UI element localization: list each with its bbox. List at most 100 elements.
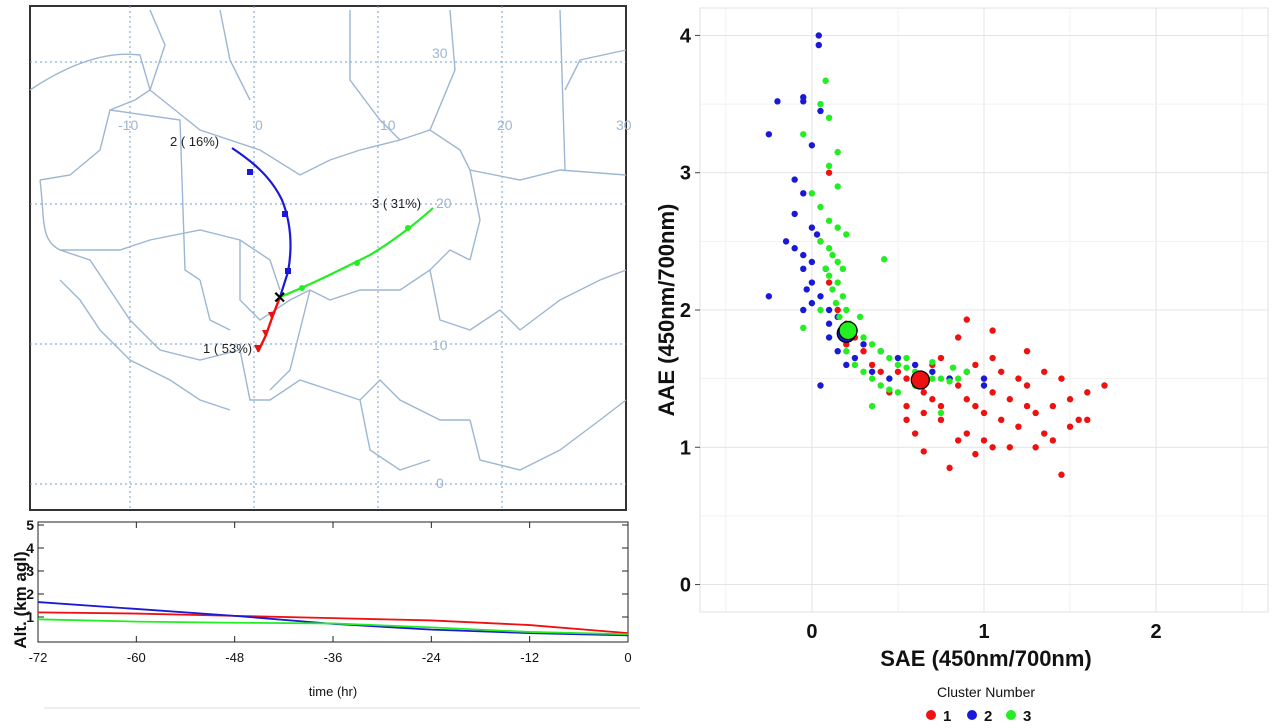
scatter-point-cluster-2 (800, 251, 807, 259)
scatter-point-cluster-1 (1041, 368, 1048, 375)
scatter-point-cluster-2 (808, 224, 816, 231)
altitude-y-axis-label: Alt. (km agl) (11, 551, 30, 648)
scatter-point-cluster-1 (868, 361, 876, 369)
scatter-point-cluster-3 (843, 231, 850, 238)
map-frame (29, 5, 627, 511)
scatter-point-cluster-2 (980, 382, 988, 389)
scatter-point-cluster-3 (829, 286, 836, 293)
scatter-point-cluster-2 (808, 142, 816, 149)
scatter-point-cluster-3 (949, 364, 957, 371)
scatter-point-cluster-2 (791, 210, 798, 218)
scatter-point-cluster-1 (1006, 444, 1014, 451)
lon-label: 30 (616, 117, 632, 133)
scatter-point-cluster-1 (954, 437, 962, 444)
altitude-y-tick-label: 2 (26, 586, 34, 602)
scatter-point-cluster-1 (911, 430, 919, 437)
scatter-x-axis-label: SAE (450nm/700nm) (880, 646, 1092, 671)
legend-label-1: 1 (943, 708, 951, 725)
lat-label: 10 (432, 337, 448, 353)
scatter-point-cluster-1 (903, 375, 910, 382)
scatter-point-cluster-1 (1084, 416, 1091, 424)
scatter-point-cluster-1 (954, 382, 962, 389)
legend-label-3: 3 (1023, 708, 1031, 725)
scatter-point-cluster-1 (1049, 402, 1057, 410)
scatter-point-cluster-2 (800, 265, 807, 273)
scatter-point-cluster-3 (834, 224, 841, 231)
scatter-point-cluster-1 (1049, 437, 1057, 444)
scatter-point-cluster-3 (929, 375, 936, 382)
scatter-point-cluster-2 (765, 293, 773, 300)
trajectory-map: -10 0 10 20 30 30 30 20 10 0 2 ( 16%) 3 … (29, 5, 632, 511)
altitude-y-tick-label: 5 (26, 517, 34, 533)
scatter-point-cluster-1 (1006, 396, 1014, 403)
scatter-point-cluster-3 (946, 378, 953, 385)
altitude-x-tick-label: -24 (422, 650, 441, 665)
scatter-point-cluster-2 (825, 334, 833, 341)
scatter-point-cluster-1 (1066, 396, 1074, 403)
scatter-point-cluster-1 (920, 409, 927, 417)
scatter-point-cluster-2 (886, 375, 893, 382)
scatter-point-cluster-2 (860, 341, 867, 348)
scatter-point-cluster-3 (843, 347, 850, 355)
scatter-point-cluster-3 (836, 313, 843, 321)
scatter-point-cluster-2 (765, 131, 773, 138)
scatter-point-cluster-1 (877, 368, 884, 375)
altitude-series-line-1 (37, 611, 629, 634)
scatter-point-cluster-2 (791, 245, 798, 252)
scatter-point-cluster-3 (903, 364, 910, 371)
scatter-y-tick-label: 4 (680, 25, 692, 47)
trajectory-3-green: 3 ( 31%) (279, 196, 434, 299)
scatter-point-cluster-1 (920, 389, 927, 396)
scatter-point-cluster-2 (825, 320, 833, 327)
scatter-x-tick-label: 0 (806, 621, 817, 643)
scatter-point-cluster-1 (1066, 423, 1074, 430)
scatter-point-cluster-3 (877, 347, 884, 355)
scatter-point-cluster-1 (972, 402, 979, 410)
trajectory-label: 1 ( 53%) (203, 341, 252, 356)
altitude-y-ticks: 1 2 3 4 5 (26, 517, 628, 625)
scatter-point-cluster-1 (980, 409, 988, 417)
scatter-point-cluster-3 (825, 114, 833, 122)
scatter-point-cluster-1 (1023, 402, 1031, 410)
altitude-x-tick-label: -12 (520, 650, 539, 665)
scatter-point-cluster-3 (937, 409, 945, 417)
scatter-point-cluster-3 (880, 256, 888, 263)
scatter-point-cluster-3 (839, 265, 847, 273)
scatter-x-tick-label: 2 (1151, 621, 1162, 643)
scatter-point-cluster-1 (963, 396, 970, 403)
scatter-point-cluster-3 (963, 368, 970, 375)
scatter-point-cluster-3 (817, 306, 824, 314)
altitude-x-tick-label: -60 (127, 650, 146, 665)
map-grid (30, 6, 626, 510)
scatter-point-cluster-3 (860, 368, 867, 375)
scatter-point-cluster-3 (937, 375, 945, 382)
altitude-x-tick-label: -48 (225, 650, 244, 665)
scatter-x-tick-label: 1 (978, 621, 989, 643)
legend-swatch-3 (1006, 710, 1016, 720)
scatter-point-cluster-2 (808, 279, 816, 286)
scatter-point-cluster-3 (800, 131, 807, 138)
scatter-point-cluster-1 (1023, 347, 1031, 355)
scatter-point-cluster-3 (954, 375, 962, 382)
altitude-y-tick-label: 1 (26, 609, 34, 625)
scatter-point-cluster-3 (868, 402, 876, 410)
scatter-point-cluster-2 (800, 190, 807, 197)
scatter-point-cluster-1 (834, 306, 841, 314)
scatter-point-cluster-1 (894, 368, 902, 375)
scatter-point-cluster-1 (989, 354, 996, 362)
scatter-point-cluster-3 (825, 245, 833, 252)
scatter-point-cluster-2 (815, 41, 822, 49)
scatter-y-tick-label: 2 (680, 300, 691, 322)
scatter-point-cluster-2 (774, 98, 781, 105)
scatter-point-cluster-3 (894, 389, 902, 396)
scatter-panel: 0 1 2 0 1 2 3 4 SAE (450nm/700nm) AAE (450nm/70… (654, 7, 1269, 725)
altitude-x-tick-label: 0 (624, 650, 631, 665)
altitude-x-axis-label: time (hr) (309, 684, 357, 699)
scatter-point-cluster-1 (946, 464, 953, 472)
scatter-point-cluster-3 (834, 148, 841, 156)
scatter-point-cluster-1 (1032, 444, 1039, 451)
scatter-point-cluster-1 (903, 402, 910, 410)
scatter-point-cluster-3 (860, 334, 867, 341)
scatter-point-cluster-2 (929, 368, 936, 375)
